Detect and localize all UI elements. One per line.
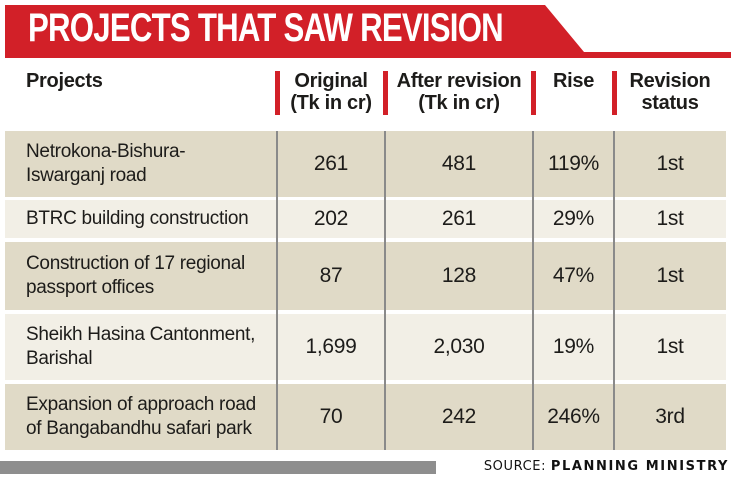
revision-status-cell: 3rd: [655, 405, 685, 428]
project-name-cell: Sheikh Hasina Cantonment, Barishal: [26, 324, 256, 369]
column-separator-line: [384, 131, 386, 450]
column-separator-line: [613, 131, 615, 450]
page-title: PROJECTS THAT SAW REVISION: [28, 6, 504, 50]
column-separator-line: [532, 131, 534, 450]
column-header-revision-status: Revision status: [629, 70, 711, 114]
header-separator-bar: [383, 71, 388, 115]
column-header-projects: Projects: [26, 70, 103, 92]
column-header-rise: Rise: [552, 70, 595, 92]
original-cost-cell: 202: [313, 207, 349, 230]
project-name-cell: Construction of 17 regional passport off…: [26, 253, 245, 298]
rise-percent-cell: 29%: [552, 207, 595, 230]
header-separator-bar: [612, 71, 617, 115]
banner-shape: [5, 5, 731, 58]
project-name-cell: Expansion of approach road of Bangabandh…: [26, 394, 256, 439]
revision-status-cell: 1st: [656, 335, 684, 358]
table-row: BTRC building construction 202 261 29% 1…: [5, 200, 726, 238]
revision-status-cell: 1st: [656, 207, 684, 230]
revision-status-cell: 1st: [656, 264, 684, 287]
header-separator-bar: [275, 71, 280, 115]
source-label: SOURCE:: [483, 459, 547, 474]
original-cost-cell: 1,699: [305, 335, 357, 358]
table-row: Sheikh Hasina Cantonment, Barishal 1,699…: [5, 314, 726, 380]
project-name-cell: Netrokona-Bishura- Iswarganj road: [26, 141, 186, 186]
original-cost-cell: 261: [313, 152, 349, 175]
table-row: Construction of 17 regional passport off…: [5, 242, 726, 310]
table-row: Expansion of approach road of Bangabandh…: [5, 384, 726, 450]
rise-percent-cell: 119%: [548, 152, 599, 175]
rise-percent-cell: 246%: [547, 405, 600, 428]
column-separator-line: [276, 131, 278, 450]
revised-cost-cell: 481: [441, 152, 477, 175]
rise-percent-cell: 47%: [552, 264, 595, 287]
source-credit: SOURCE: PLANNING MINISTRY: [484, 459, 729, 474]
column-header-original: Original (Tk in cr): [290, 70, 372, 114]
table-body: Netrokona-Bishura- Iswarganj road 261 48…: [5, 131, 726, 450]
revised-cost-cell: 128: [441, 264, 477, 287]
rise-percent-cell: 19%: [552, 335, 595, 358]
banner: PROJECTS THAT SAW REVISION: [28, 5, 637, 52]
revised-cost-cell: 242: [441, 405, 477, 428]
source-value: PLANNING MINISTRY: [550, 459, 729, 474]
table-row: Netrokona-Bishura- Iswarganj road 261 48…: [5, 131, 726, 197]
revised-cost-cell: 261: [441, 207, 477, 230]
revised-cost-cell: 2,030: [433, 335, 485, 358]
revision-status-cell: 1st: [656, 152, 684, 175]
table-header-row: Projects Original (Tk in cr) After revis…: [5, 70, 726, 114]
column-header-after-revision: After revision (Tk in cr): [396, 70, 522, 114]
original-cost-cell: 70: [319, 405, 343, 428]
project-name-cell: BTRC building construction: [26, 208, 249, 229]
header-separator-bar: [531, 71, 536, 115]
original-cost-cell: 87: [319, 264, 343, 287]
footer-divider-bar: [0, 461, 436, 474]
